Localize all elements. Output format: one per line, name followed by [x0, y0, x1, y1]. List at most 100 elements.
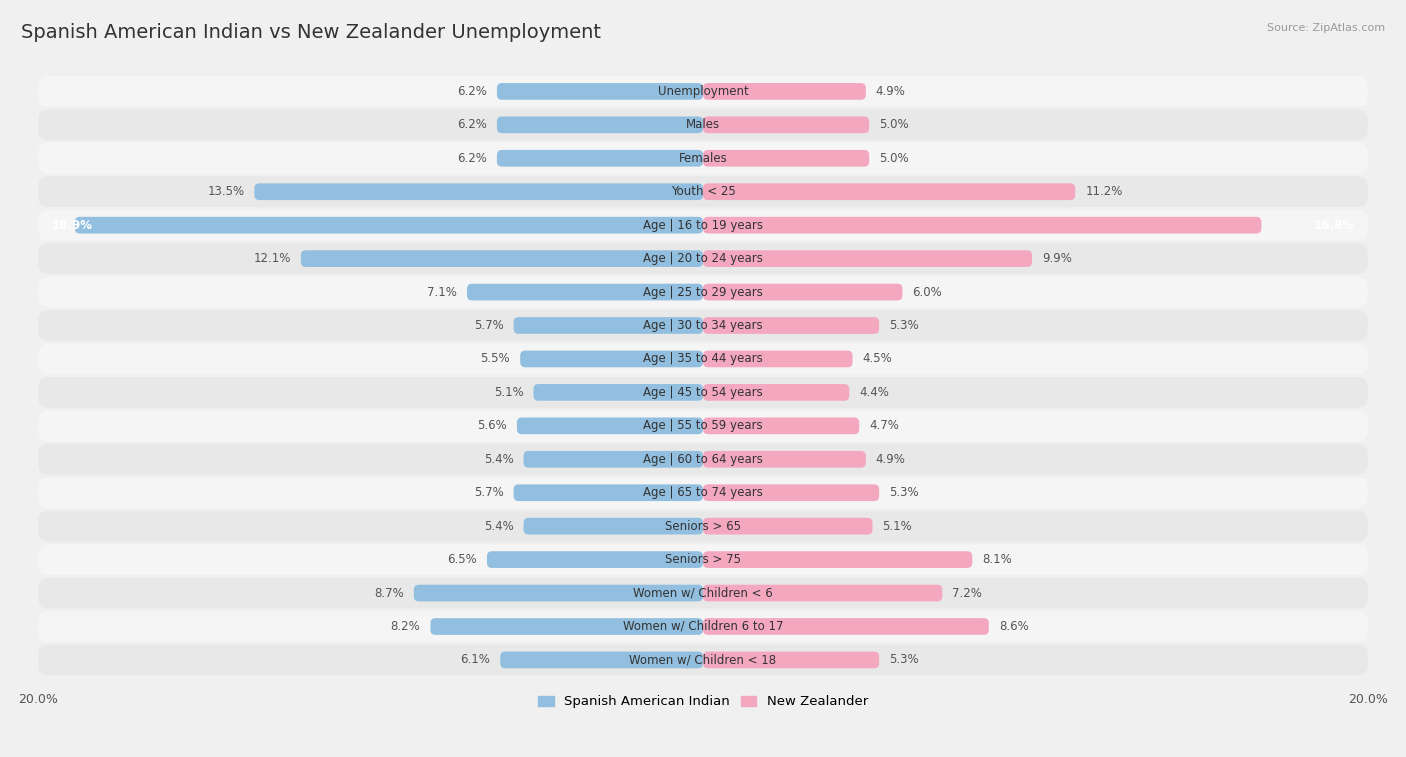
- Text: 8.2%: 8.2%: [391, 620, 420, 633]
- FancyBboxPatch shape: [38, 578, 1368, 609]
- Text: Age | 30 to 34 years: Age | 30 to 34 years: [643, 319, 763, 332]
- Text: 18.9%: 18.9%: [52, 219, 93, 232]
- Text: 7.1%: 7.1%: [427, 285, 457, 298]
- FancyBboxPatch shape: [467, 284, 703, 301]
- FancyBboxPatch shape: [703, 518, 873, 534]
- Text: 4.9%: 4.9%: [876, 85, 905, 98]
- Text: Spanish American Indian vs New Zealander Unemployment: Spanish American Indian vs New Zealander…: [21, 23, 602, 42]
- Text: Age | 65 to 74 years: Age | 65 to 74 years: [643, 486, 763, 499]
- Text: 5.1%: 5.1%: [883, 519, 912, 533]
- Text: Unemployment: Unemployment: [658, 85, 748, 98]
- Text: 5.7%: 5.7%: [474, 319, 503, 332]
- FancyBboxPatch shape: [38, 377, 1368, 408]
- Text: Males: Males: [686, 118, 720, 132]
- FancyBboxPatch shape: [38, 344, 1368, 374]
- FancyBboxPatch shape: [38, 143, 1368, 173]
- Text: 5.5%: 5.5%: [481, 353, 510, 366]
- Text: 5.4%: 5.4%: [484, 519, 513, 533]
- FancyBboxPatch shape: [703, 284, 903, 301]
- Legend: Spanish American Indian, New Zealander: Spanish American Indian, New Zealander: [533, 690, 873, 714]
- FancyBboxPatch shape: [501, 652, 703, 668]
- FancyBboxPatch shape: [38, 310, 1368, 341]
- Text: 5.0%: 5.0%: [879, 152, 908, 165]
- Text: 5.7%: 5.7%: [474, 486, 503, 499]
- FancyBboxPatch shape: [703, 217, 1261, 233]
- FancyBboxPatch shape: [254, 183, 703, 200]
- Text: 5.6%: 5.6%: [477, 419, 508, 432]
- Text: Age | 25 to 29 years: Age | 25 to 29 years: [643, 285, 763, 298]
- FancyBboxPatch shape: [703, 183, 1076, 200]
- FancyBboxPatch shape: [523, 518, 703, 534]
- FancyBboxPatch shape: [496, 83, 703, 100]
- Text: 4.4%: 4.4%: [859, 386, 889, 399]
- Text: Females: Females: [679, 152, 727, 165]
- FancyBboxPatch shape: [38, 444, 1368, 475]
- FancyBboxPatch shape: [38, 76, 1368, 107]
- FancyBboxPatch shape: [703, 551, 972, 568]
- FancyBboxPatch shape: [517, 417, 703, 435]
- Text: 5.1%: 5.1%: [494, 386, 523, 399]
- FancyBboxPatch shape: [703, 117, 869, 133]
- Text: 5.0%: 5.0%: [879, 118, 908, 132]
- FancyBboxPatch shape: [38, 276, 1368, 307]
- Text: 12.1%: 12.1%: [253, 252, 291, 265]
- FancyBboxPatch shape: [301, 251, 703, 267]
- FancyBboxPatch shape: [38, 611, 1368, 642]
- FancyBboxPatch shape: [703, 652, 879, 668]
- Text: Age | 35 to 44 years: Age | 35 to 44 years: [643, 353, 763, 366]
- Text: 8.7%: 8.7%: [374, 587, 404, 600]
- FancyBboxPatch shape: [703, 451, 866, 468]
- FancyBboxPatch shape: [496, 117, 703, 133]
- Text: 13.5%: 13.5%: [207, 185, 245, 198]
- FancyBboxPatch shape: [703, 417, 859, 435]
- FancyBboxPatch shape: [486, 551, 703, 568]
- Text: Age | 45 to 54 years: Age | 45 to 54 years: [643, 386, 763, 399]
- Text: 9.9%: 9.9%: [1042, 252, 1071, 265]
- Text: Age | 55 to 59 years: Age | 55 to 59 years: [643, 419, 763, 432]
- Text: 5.4%: 5.4%: [484, 453, 513, 466]
- FancyBboxPatch shape: [38, 176, 1368, 207]
- Text: Seniors > 75: Seniors > 75: [665, 553, 741, 566]
- FancyBboxPatch shape: [38, 478, 1368, 508]
- Text: 6.2%: 6.2%: [457, 118, 486, 132]
- Text: Women w/ Children < 6: Women w/ Children < 6: [633, 587, 773, 600]
- FancyBboxPatch shape: [703, 384, 849, 400]
- Text: 6.0%: 6.0%: [912, 285, 942, 298]
- Text: 8.1%: 8.1%: [983, 553, 1012, 566]
- Text: 8.6%: 8.6%: [998, 620, 1029, 633]
- FancyBboxPatch shape: [703, 350, 852, 367]
- Text: 6.2%: 6.2%: [457, 152, 486, 165]
- FancyBboxPatch shape: [38, 410, 1368, 441]
- FancyBboxPatch shape: [38, 511, 1368, 541]
- FancyBboxPatch shape: [430, 618, 703, 635]
- FancyBboxPatch shape: [38, 644, 1368, 675]
- FancyBboxPatch shape: [413, 584, 703, 601]
- FancyBboxPatch shape: [703, 484, 879, 501]
- Text: 5.3%: 5.3%: [889, 653, 918, 666]
- Text: 11.2%: 11.2%: [1085, 185, 1122, 198]
- Text: 6.2%: 6.2%: [457, 85, 486, 98]
- Text: 5.3%: 5.3%: [889, 319, 918, 332]
- FancyBboxPatch shape: [703, 251, 1032, 267]
- FancyBboxPatch shape: [520, 350, 703, 367]
- Text: 6.5%: 6.5%: [447, 553, 477, 566]
- FancyBboxPatch shape: [703, 150, 869, 167]
- Text: 7.2%: 7.2%: [952, 587, 983, 600]
- FancyBboxPatch shape: [38, 544, 1368, 575]
- FancyBboxPatch shape: [703, 83, 866, 100]
- FancyBboxPatch shape: [533, 384, 703, 400]
- FancyBboxPatch shape: [513, 317, 703, 334]
- Text: 4.7%: 4.7%: [869, 419, 898, 432]
- Text: 6.1%: 6.1%: [460, 653, 491, 666]
- Text: 16.8%: 16.8%: [1313, 219, 1354, 232]
- Text: 4.9%: 4.9%: [876, 453, 905, 466]
- Text: Source: ZipAtlas.com: Source: ZipAtlas.com: [1267, 23, 1385, 33]
- Text: Seniors > 65: Seniors > 65: [665, 519, 741, 533]
- FancyBboxPatch shape: [75, 217, 703, 233]
- FancyBboxPatch shape: [38, 243, 1368, 274]
- Text: 5.3%: 5.3%: [889, 486, 918, 499]
- Text: Age | 16 to 19 years: Age | 16 to 19 years: [643, 219, 763, 232]
- FancyBboxPatch shape: [38, 110, 1368, 140]
- Text: Women w/ Children 6 to 17: Women w/ Children 6 to 17: [623, 620, 783, 633]
- Text: Age | 60 to 64 years: Age | 60 to 64 years: [643, 453, 763, 466]
